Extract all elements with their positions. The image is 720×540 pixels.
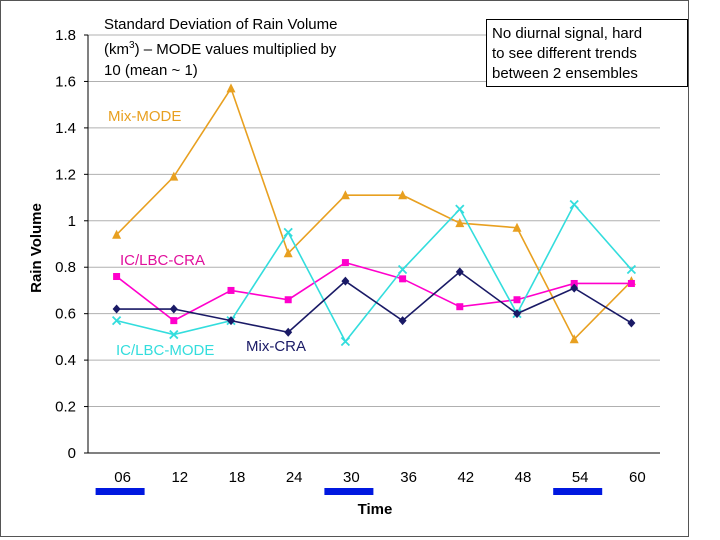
- chart-title-line-3: 10 (mean ~ 1): [104, 62, 198, 79]
- data-point: [455, 267, 464, 277]
- x-tick-label: 24: [286, 469, 303, 486]
- x-tick-labels: 06 12 18 24 30 36 42 48 54 60: [114, 469, 645, 486]
- data-point: [111, 315, 122, 326]
- data-point: [284, 296, 292, 304]
- series-line: [116, 270, 632, 334]
- data-point: [513, 296, 521, 304]
- y-axis-label: Rain Volume: [28, 203, 45, 293]
- y-tick-label: 1: [68, 213, 76, 230]
- data-point: [112, 304, 121, 314]
- y-tick-label: 0.4: [55, 352, 76, 369]
- x-tick-label: 30: [343, 469, 360, 486]
- data-point: [513, 309, 521, 319]
- series-group: [111, 83, 637, 347]
- x-tick-label: 60: [629, 469, 646, 486]
- annotation-line-3: between 2 ensembles: [492, 65, 638, 82]
- data-point: [627, 318, 636, 328]
- data-point: [627, 279, 635, 287]
- data-point: [398, 316, 407, 326]
- axes: [84, 34, 660, 454]
- x-tick-label: 54: [572, 469, 589, 486]
- data-point: [570, 279, 578, 287]
- y-tick-label: 0.2: [55, 399, 76, 416]
- annotation-line-1: No diurnal signal, hard: [492, 25, 643, 42]
- annotation-box: No diurnal signal, hard to see different…: [486, 19, 688, 87]
- data-point: [456, 303, 464, 311]
- data-point: [112, 229, 122, 239]
- series-label-ic-lbc-cra: IC/LBC-CRA: [120, 252, 206, 269]
- data-point: [570, 283, 579, 293]
- data-point: [399, 275, 407, 283]
- data-point: [227, 286, 235, 294]
- series-label-ic-lbc-mode: IC/LBC-MODE: [116, 342, 215, 359]
- y-tick-labels: 0 0.2 0.4 0.6 0.8 1 1.2 1.4 1.6 1.8: [55, 27, 76, 462]
- x-tick-label: 12: [171, 469, 188, 486]
- data-point: [340, 336, 351, 347]
- chart-frame: [0, 0, 689, 537]
- data-point: [170, 317, 178, 325]
- data-point: [341, 259, 349, 267]
- chart-title-line-2: (km3) – MODE values multiplied by: [104, 40, 337, 58]
- data-point: [398, 190, 408, 200]
- y-tick-label: 0.6: [55, 306, 76, 323]
- data-point: [512, 222, 522, 232]
- data-point: [340, 190, 350, 200]
- y-tick-label: 0: [68, 445, 76, 462]
- data-point: [283, 227, 293, 238]
- data-point: [169, 171, 179, 181]
- data-point: [341, 276, 350, 286]
- y-tick-label: 1.8: [55, 27, 76, 44]
- chart-title-line-1: Standard Deviation of Rain Volume: [104, 16, 338, 33]
- y-tick-label: 1.6: [55, 73, 76, 90]
- x-tick-label: 42: [457, 469, 474, 486]
- highlight-bar: [95, 488, 145, 495]
- data-point: [455, 218, 465, 228]
- x-axis-label: Time: [358, 501, 393, 518]
- y-tick-label: 1.2: [55, 166, 76, 183]
- series-line: [116, 203, 633, 343]
- data-point: [455, 204, 465, 214]
- highlight-bars: [95, 488, 603, 495]
- data-point: [169, 329, 179, 340]
- data-point: [626, 264, 637, 275]
- chart-title: Standard Deviation of Rain Volume (km3) …: [104, 14, 404, 81]
- series-label-mix-cra: Mix-CRA: [246, 338, 306, 355]
- highlight-bar: [324, 488, 374, 495]
- series-label-mix-mode: Mix-MODE: [108, 108, 182, 125]
- highlight-bar: [553, 488, 603, 495]
- data-point: [284, 327, 293, 337]
- y-tick-label: 0.8: [55, 259, 76, 276]
- x-tick-label: 36: [400, 469, 417, 486]
- data-point: [169, 304, 178, 314]
- data-point: [283, 248, 293, 258]
- data-point: [569, 334, 579, 344]
- x-tick-label: 48: [515, 469, 532, 486]
- data-point: [226, 83, 236, 93]
- x-tick-label: 18: [229, 469, 246, 486]
- y-tick-label: 1.4: [55, 120, 76, 137]
- data-point: [397, 264, 408, 275]
- x-tick-label: 06: [114, 469, 131, 486]
- series-line: [116, 261, 632, 322]
- series-line: [116, 86, 632, 341]
- data-point: [569, 199, 579, 210]
- data-point: [227, 316, 235, 326]
- annotation-line-2: to see different trends: [492, 45, 637, 62]
- data-point: [113, 273, 121, 281]
